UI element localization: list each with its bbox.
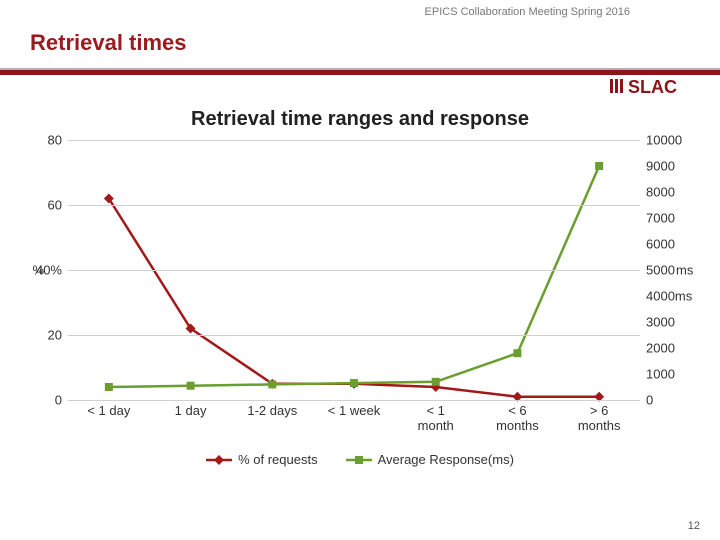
series-line bbox=[109, 199, 599, 397]
legend: % of requests Average Response(ms) bbox=[24, 452, 696, 470]
y-right-tick-label: 7000 bbox=[646, 211, 675, 226]
page-number: 12 bbox=[688, 520, 700, 532]
gridline bbox=[68, 400, 640, 401]
legend-swatch bbox=[346, 453, 372, 467]
x-tick-label: 1-2 days bbox=[247, 404, 297, 419]
y-right-tick-label: 10000 bbox=[646, 133, 682, 148]
slac-logo-svg: SLAC bbox=[610, 75, 690, 97]
y-right-tick-label: 5000 bbox=[646, 263, 675, 278]
y-left-tick-label: 0 bbox=[55, 393, 62, 408]
meeting-header: EPICS Collaboration Meeting Spring 2016 bbox=[425, 6, 630, 18]
gridline bbox=[68, 140, 640, 141]
slac-logo-text: SLAC bbox=[628, 77, 677, 97]
series-line bbox=[109, 166, 599, 387]
series-marker bbox=[350, 379, 358, 387]
y-right-unit: ms bbox=[676, 263, 693, 278]
y-right-tick-label: 6000 bbox=[646, 237, 675, 252]
x-tick-label: 1 day bbox=[175, 404, 207, 419]
legend-item: Average Response(ms) bbox=[346, 452, 514, 467]
legend-item: % of requests bbox=[206, 452, 318, 467]
x-tick-label: < 6 months bbox=[496, 404, 539, 434]
series-marker bbox=[105, 383, 113, 391]
y-right-tick-label: 1000 bbox=[646, 367, 675, 382]
legend-swatch bbox=[206, 453, 232, 467]
slac-logo: SLAC bbox=[610, 75, 690, 102]
y-right-tick-label: 4000ms bbox=[646, 289, 692, 304]
x-tick-label: < 1 day bbox=[87, 404, 130, 419]
x-tick-label: < 1 month bbox=[418, 404, 454, 434]
series-marker bbox=[513, 349, 521, 357]
series-marker bbox=[268, 380, 276, 388]
legend-label: Average Response(ms) bbox=[378, 452, 514, 467]
series-marker bbox=[595, 162, 603, 170]
legend-label: % of requests bbox=[238, 452, 318, 467]
slide-title: Retrieval times bbox=[30, 30, 187, 56]
x-tick-label: < 1 week bbox=[328, 404, 380, 419]
plot-area: % ms 02040%608001000200030004000ms500060… bbox=[68, 140, 640, 400]
slide: EPICS Collaboration Meeting Spring 2016 … bbox=[0, 0, 720, 540]
y-left-tick-label: 20 bbox=[48, 328, 62, 343]
gridline bbox=[68, 270, 640, 271]
chart-title: Retrieval time ranges and response bbox=[0, 108, 720, 131]
y-right-tick-label: 3000 bbox=[646, 315, 675, 330]
chart: % ms 02040%608001000200030004000ms500060… bbox=[24, 140, 696, 470]
y-right-tick-label: 9000 bbox=[646, 159, 675, 174]
gridline bbox=[68, 205, 640, 206]
series-marker bbox=[187, 382, 195, 390]
y-left-tick-label: 40% bbox=[36, 263, 62, 278]
series-marker bbox=[432, 378, 440, 386]
y-right-tick-label: 2000 bbox=[646, 341, 675, 356]
y-right-tick-label: 0 bbox=[646, 393, 653, 408]
x-tick-label: > 6 months bbox=[578, 404, 621, 434]
y-right-tick-label: 8000 bbox=[646, 185, 675, 200]
y-left-tick-label: 60 bbox=[48, 198, 62, 213]
y-left-tick-label: 80 bbox=[48, 133, 62, 148]
gridline bbox=[68, 335, 640, 336]
